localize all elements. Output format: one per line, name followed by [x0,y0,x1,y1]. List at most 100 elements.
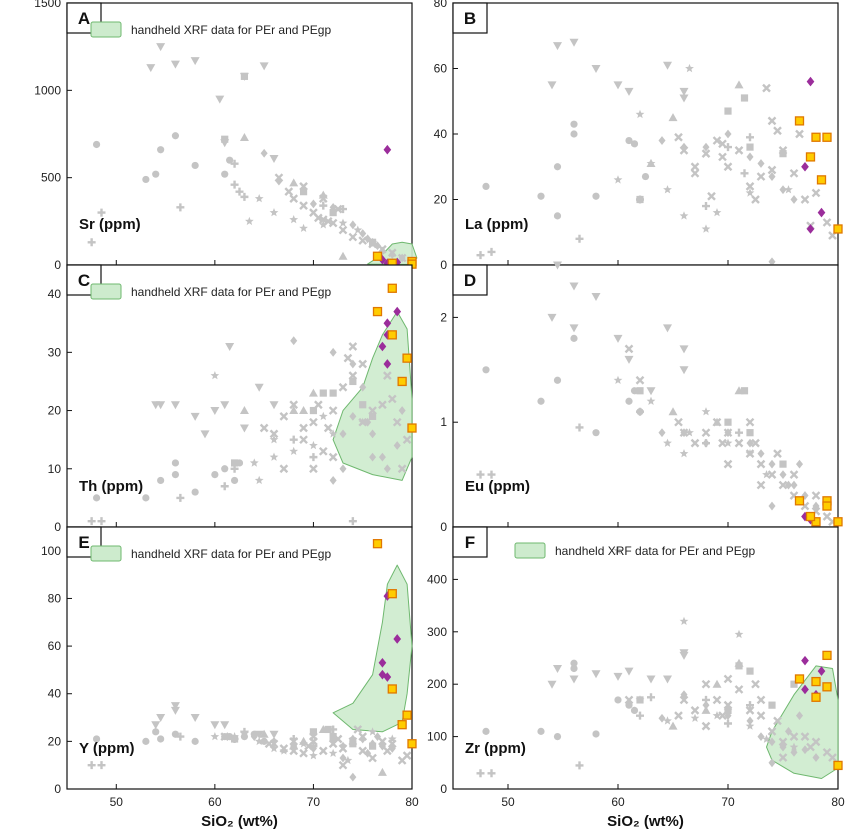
data-point [768,459,776,469]
data-point [314,400,323,410]
data-point [176,203,185,212]
data-point [372,539,383,549]
x-tick-label: 60 [611,795,625,809]
y-tick-label: 40 [48,687,62,701]
data-point [338,225,348,235]
data-point [668,721,678,730]
data-point [674,711,683,720]
data-point [701,428,711,438]
data-point [624,667,634,676]
data-point [349,740,357,748]
data-point [349,220,357,230]
data-point [701,721,711,731]
data-point [289,178,299,187]
data-point [397,376,407,387]
data-point [625,397,633,405]
data-point [553,376,562,384]
data-point [239,424,249,433]
data-point [591,65,601,73]
data-point [592,429,600,437]
data-point [387,589,397,599]
data-point [701,224,711,233]
data-point [718,438,727,448]
data-point [575,423,584,432]
legend-label: handheld XRF data for PEr and PEgp [131,285,331,299]
y-tick-label: 60 [48,639,62,653]
legend-label: handheld XRF data for PEr and PEgp [555,544,755,558]
data-point [789,742,799,751]
data-point [170,60,180,69]
data-point [299,406,309,415]
data-point [230,159,239,168]
data-point [191,737,199,745]
data-point [269,208,279,217]
data-point [92,735,101,743]
data-point [349,377,357,386]
data-point [778,753,788,762]
data-point [790,480,798,490]
panel-e: 0 20 40 60 80 100 50 60 70 80 E Y (ppm) handheld XRF… [41,526,419,830]
data-point [358,236,368,245]
data-point [299,188,308,196]
y-tick-label: 80 [434,0,448,10]
data-point [230,464,239,473]
data-point [369,739,377,749]
data-point [339,464,347,474]
data-point [751,679,760,689]
y-tick-label: 80 [48,591,62,605]
data-point [547,81,557,90]
data-point [723,705,733,715]
data-point [768,501,776,511]
y-tick-label: 500 [41,171,61,185]
data-point [745,417,755,427]
data-point [822,218,832,227]
data-point [151,721,161,730]
data-point [674,417,683,427]
data-point [279,746,289,755]
panel-d: 0 1 2 D Eu (ppm) [440,261,843,534]
data-point [156,714,166,723]
data-point [383,746,392,756]
data-point [641,172,650,181]
data-point [811,676,821,687]
legend-label: handheld XRF data for PEr and PEgp [131,23,331,37]
data-point [712,136,722,145]
data-point [801,745,809,755]
y-tick-label: 200 [427,677,447,691]
data-point [663,185,672,194]
data-point [476,470,485,479]
data-point [339,429,347,439]
data-point [398,406,406,415]
data-point [402,710,412,720]
data-point [170,401,180,410]
data-point [768,172,776,181]
data-point [805,511,816,522]
data-point [171,459,180,467]
data-point [833,224,843,234]
data-point [339,753,347,763]
data-point [318,220,328,229]
data-point [817,207,826,218]
data-point [369,452,377,462]
legend-swatch [90,283,122,300]
data-point [822,501,832,511]
data-point [482,366,490,374]
data-point [635,375,645,385]
data-point [220,482,229,491]
data-point [259,729,269,738]
data-point [806,76,815,87]
data-point [339,741,347,751]
data-point [349,772,357,782]
y-tick-label: 2 [440,310,447,324]
data-point [152,170,160,178]
data-point [570,120,578,128]
data-point [745,182,755,191]
data-point [784,185,793,194]
data-point [221,465,229,473]
data-point [348,342,358,351]
data-point [210,371,220,380]
data-point [329,389,337,397]
data-point [353,725,363,734]
data-point [636,711,644,720]
panel-a: 0 500 1000 1500 A Sr (ppm) handheld XRF data f… [34,0,418,272]
